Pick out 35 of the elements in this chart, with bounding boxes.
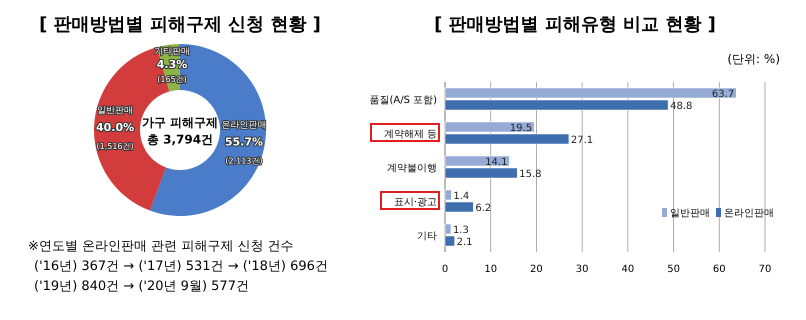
chart-title: [ 판매방법별 피해유형 비교 현황 ]: [434, 14, 716, 35]
data-label: 15.8: [519, 169, 542, 180]
slice-label: 일반판매: [97, 106, 134, 116]
x-tick-label: 60: [712, 264, 726, 275]
data-label: 6.2: [475, 203, 492, 214]
slice-label: 온라인판매: [221, 120, 266, 131]
x-tick-label: 10: [484, 264, 498, 275]
x-tick-label: 40: [621, 264, 634, 275]
data-label: 63.7: [712, 89, 734, 100]
data-label: 27.1: [570, 135, 594, 146]
data-label: 1.4: [453, 191, 470, 202]
text: 가구 피해구제 총 3,794건: [142, 116, 218, 146]
y-tick-label: 계약해제 등: [384, 129, 437, 140]
data-label: 2.1: [456, 237, 473, 248]
legend-label: 일반판매: [670, 208, 710, 219]
chart-title: [ 판매방법별 피해구제 신청 현황 ]: [39, 14, 321, 35]
x-tick-label: 50: [667, 264, 680, 275]
y-tick-label: 계약불이행: [387, 163, 437, 174]
data-label: 19.5: [510, 123, 532, 134]
x-tick-label: 70: [758, 264, 772, 275]
text: ('16년) 367건 → ('17년) 531건 → ('18년) 696건: [34, 259, 328, 274]
text: (단위: %): [727, 52, 780, 66]
data-label: 14.1: [485, 157, 508, 168]
text: ※연도별 온라인판매 관련 피해구제 신청 건수: [28, 239, 294, 254]
data-label: 1.3: [452, 225, 469, 236]
y-tick-label: 기타: [417, 231, 437, 242]
legend-label: 온라인판매: [724, 208, 774, 219]
x-tick-label: 0: [442, 264, 448, 275]
x-tick-label: 30: [576, 264, 589, 275]
data-label: 48.8: [670, 101, 692, 112]
text: ('19년) 840건 → ('20년 9월) 577건: [34, 279, 249, 294]
x-tick-label: 20: [530, 264, 543, 275]
y-tick-label: 표시·광고: [394, 197, 437, 208]
data-label: 40.0% (1,516건): [96, 121, 134, 152]
y-tick-label: 품질(A/S 포함): [369, 95, 438, 106]
